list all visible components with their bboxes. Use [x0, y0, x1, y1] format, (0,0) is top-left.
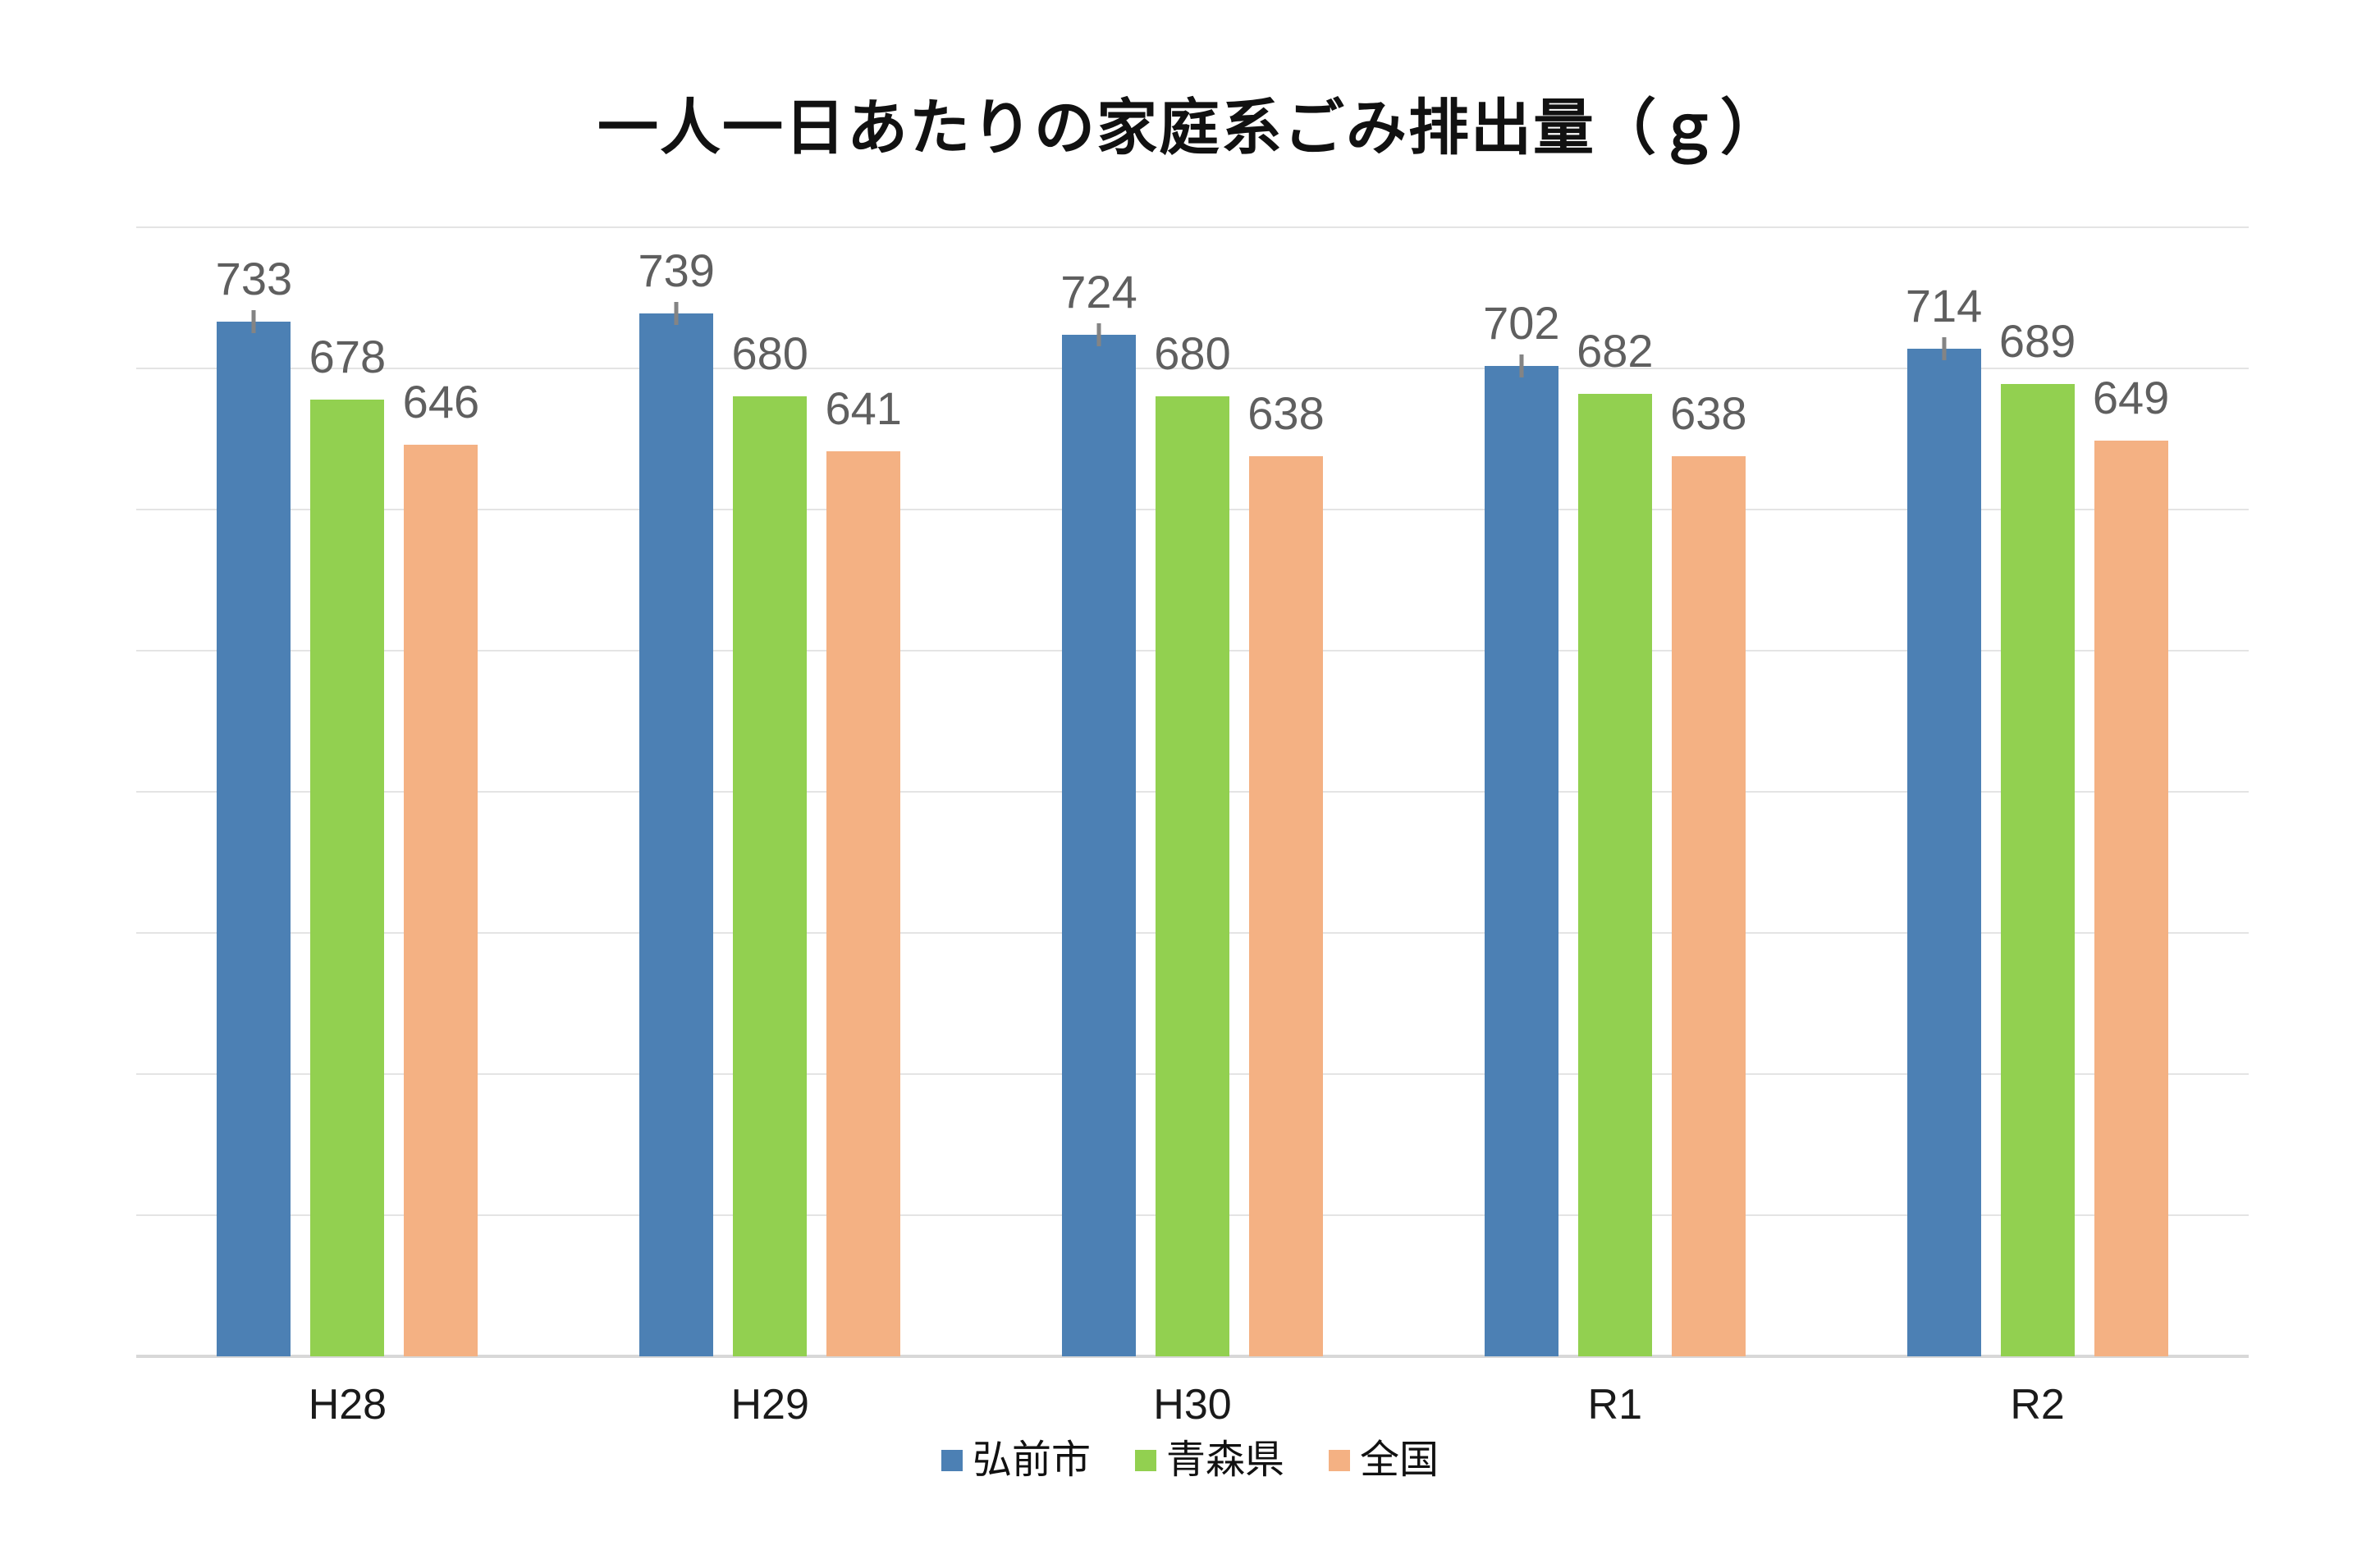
bar — [310, 399, 385, 1356]
bar-value-label: 680 — [1154, 327, 1231, 380]
bar-value-label: 638 — [1247, 386, 1325, 439]
gridline — [136, 368, 2249, 369]
bar — [1577, 393, 1652, 1356]
legend-item: 弘前市 — [941, 1438, 1091, 1483]
bar — [1249, 455, 1323, 1356]
bar-value-label: 649 — [2092, 371, 2170, 423]
x-axis-label: H30 — [1153, 1381, 1232, 1429]
bar-value-label: 733 — [215, 253, 293, 305]
bar — [733, 396, 808, 1356]
error-tick — [1519, 354, 1524, 377]
x-axis-label: H29 — [730, 1381, 809, 1429]
bar — [2000, 383, 2075, 1356]
bar-value-label: 678 — [309, 330, 387, 382]
x-axis-label: R1 — [1587, 1381, 1643, 1429]
bar-value-label: 724 — [1060, 265, 1137, 318]
bar — [826, 451, 901, 1356]
legend-label: 青森県 — [1165, 1438, 1284, 1482]
legend: 弘前市 青森県 全国 — [0, 1438, 2380, 1483]
legend-marker — [941, 1450, 963, 1472]
legend-marker — [1329, 1450, 1350, 1472]
legend-item: 全国 — [1329, 1438, 1439, 1483]
legend-label: 弘前市 — [972, 1438, 1091, 1482]
bar-value-label: 682 — [1577, 324, 1654, 377]
chart-title: 一人一日あたりの家庭系ごみ排出量（ｇ） — [597, 94, 1783, 162]
x-axis-line — [136, 1355, 2249, 1358]
bar — [639, 313, 714, 1356]
bar-value-label: 638 — [1670, 386, 1747, 439]
gridline — [136, 226, 2249, 228]
bar — [2094, 440, 2168, 1356]
bar-value-label: 641 — [825, 382, 902, 435]
error-tick — [674, 301, 679, 325]
bar — [1062, 334, 1136, 1356]
bar-value-label: 689 — [1998, 314, 2076, 367]
bar — [404, 444, 478, 1356]
bar — [1671, 455, 1746, 1356]
bar-value-label: 646 — [402, 375, 480, 427]
legend-label: 全国 — [1360, 1438, 1439, 1482]
error-tick — [251, 310, 256, 334]
bar-value-label: 680 — [731, 327, 808, 380]
legend-item: 青森県 — [1134, 1438, 1284, 1483]
bar-value-label: 702 — [1483, 296, 1560, 349]
bar-value-label: 739 — [638, 244, 715, 296]
x-axis-label: H28 — [308, 1381, 387, 1429]
bar — [1156, 396, 1229, 1356]
bar — [217, 322, 291, 1356]
bar — [1484, 365, 1558, 1356]
error-tick — [1942, 336, 1947, 360]
bar-value-label: 714 — [1905, 279, 1983, 331]
bar — [1906, 348, 1981, 1356]
legend-marker — [1134, 1450, 1156, 1472]
plot-area: 733 678 646 739 680 641 724 680 638 702 682 638 714 6… — [136, 226, 2249, 1358]
x-axis-labels: H28 H29 H30 R1 R2 — [136, 1381, 2249, 1434]
x-axis-label: R2 — [2010, 1381, 2065, 1429]
error-tick — [1096, 322, 1101, 346]
